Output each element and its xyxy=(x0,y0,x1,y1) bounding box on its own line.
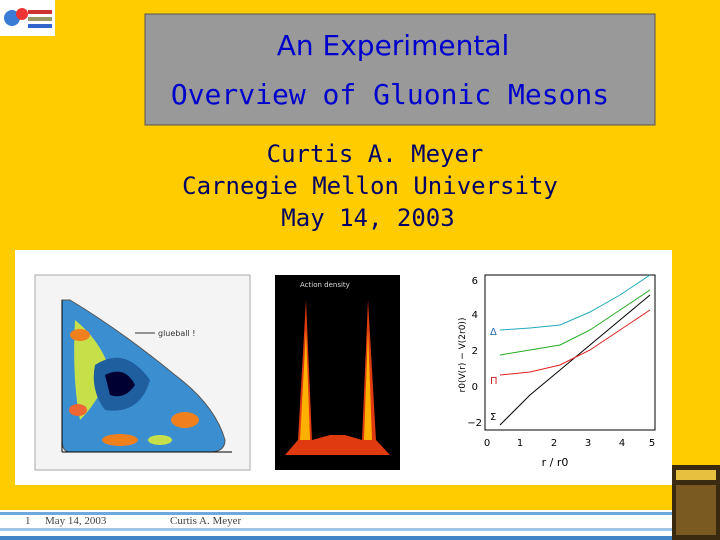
tick-label: 6 xyxy=(472,276,478,287)
logo xyxy=(0,0,55,36)
axis-label: r0(V(r) − V(2r0)) xyxy=(458,318,468,393)
curve-label: Π xyxy=(490,376,498,387)
author-affiliation: Carnegie Mellon University xyxy=(182,172,558,200)
lattice-image: Action density xyxy=(275,275,400,470)
title-line: Overview of Gluonic Mesons xyxy=(171,78,609,111)
dalitz-plot: glueball ! xyxy=(34,274,251,471)
tick-label: 0 xyxy=(484,438,490,449)
figure-label: glueball ! xyxy=(158,329,195,338)
tick-label: −2 xyxy=(467,418,482,429)
tick-label: 5 xyxy=(649,438,655,449)
axis-label: r / r0 xyxy=(542,456,569,469)
tick-label: 4 xyxy=(619,438,625,449)
title-line: An Experimental xyxy=(277,29,510,62)
tick-label: 0 xyxy=(472,382,478,393)
footer-author: Curtis A. Meyer xyxy=(170,515,242,527)
tick-label: 3 xyxy=(585,438,591,449)
author-name: Curtis A. Meyer xyxy=(267,140,484,168)
tick-label: 2 xyxy=(551,438,557,449)
footer-page: 1 xyxy=(25,515,31,527)
footer: 1 May 14, 2003 Curtis A. Meyer xyxy=(0,510,720,540)
footer-date: May 14, 2003 xyxy=(45,515,107,527)
potential-plot: 6 4 2 0 −2 0 1 2 3 4 5 r / r0 r0(V(r) − … xyxy=(458,274,656,469)
tick-label: 2 xyxy=(472,346,478,357)
tick-label: 1 xyxy=(517,438,523,449)
author-date: May 14, 2003 xyxy=(281,204,454,232)
corner-logo xyxy=(672,465,720,540)
curve-label: Σ xyxy=(490,412,496,423)
curve-label: Δ xyxy=(490,327,497,338)
title-box xyxy=(144,13,656,126)
tick-label: 4 xyxy=(472,310,478,321)
figure-label: Action density xyxy=(300,281,350,289)
